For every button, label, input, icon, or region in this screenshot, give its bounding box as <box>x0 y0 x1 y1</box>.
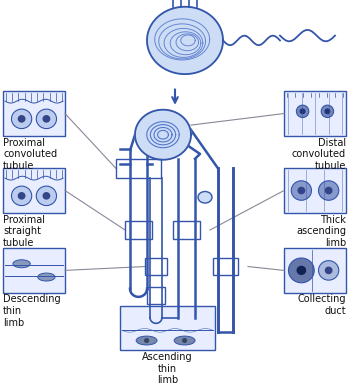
Ellipse shape <box>296 105 309 117</box>
Circle shape <box>319 181 339 200</box>
Ellipse shape <box>136 336 157 345</box>
Bar <box>116 159 161 178</box>
Circle shape <box>12 109 32 129</box>
Circle shape <box>183 339 187 342</box>
Circle shape <box>297 266 306 275</box>
Bar <box>284 248 346 292</box>
Text: Collecting
duct: Collecting duct <box>297 294 346 316</box>
Text: Ascending
thin
limb: Ascending thin limb <box>142 352 193 385</box>
Bar <box>3 248 65 292</box>
Text: Distal
convoluted
tubule: Distal convoluted tubule <box>292 138 346 171</box>
Polygon shape <box>135 110 191 160</box>
Polygon shape <box>147 7 223 74</box>
Bar <box>284 91 346 136</box>
Bar <box>284 168 346 213</box>
Circle shape <box>36 109 57 129</box>
Ellipse shape <box>321 105 334 117</box>
Circle shape <box>319 261 339 280</box>
Bar <box>213 258 238 275</box>
Circle shape <box>43 116 50 122</box>
Circle shape <box>36 186 57 206</box>
Text: Thick
ascending
limb: Thick ascending limb <box>296 215 346 248</box>
Ellipse shape <box>174 336 195 345</box>
Circle shape <box>18 193 25 199</box>
Bar <box>3 168 65 213</box>
Bar <box>173 221 200 239</box>
Circle shape <box>298 188 304 193</box>
Bar <box>147 287 165 304</box>
Circle shape <box>325 188 332 193</box>
Circle shape <box>325 267 332 273</box>
Text: Proximal
convoluted
tubule: Proximal convoluted tubule <box>3 138 57 171</box>
Bar <box>120 306 215 350</box>
Ellipse shape <box>13 260 30 268</box>
Circle shape <box>145 339 149 342</box>
Bar <box>3 91 65 136</box>
Circle shape <box>291 181 312 200</box>
Circle shape <box>43 193 50 199</box>
Ellipse shape <box>198 191 212 203</box>
Text: Proximal
straight
tubule: Proximal straight tubule <box>3 215 45 248</box>
Circle shape <box>18 116 25 122</box>
Circle shape <box>289 258 314 283</box>
Ellipse shape <box>38 273 55 281</box>
Text: Descending
thin
limb: Descending thin limb <box>3 294 61 328</box>
Bar <box>145 258 167 275</box>
Bar <box>125 221 152 239</box>
Circle shape <box>300 109 305 113</box>
Circle shape <box>325 109 330 113</box>
Circle shape <box>12 186 32 206</box>
